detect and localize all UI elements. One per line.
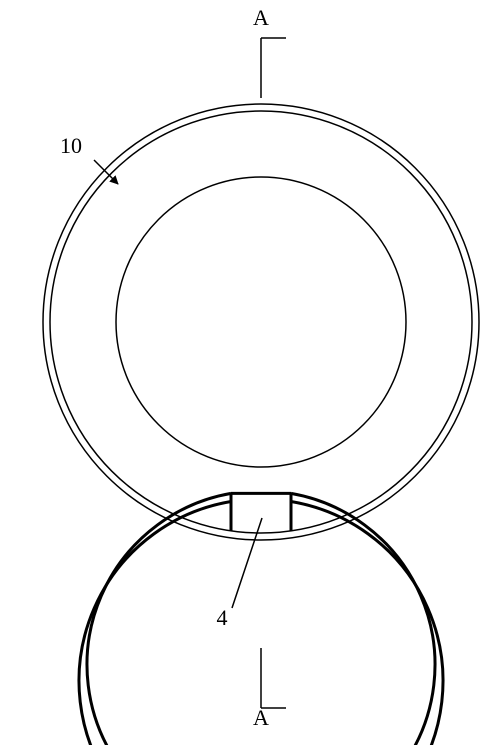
outer-ring-outer [43,104,479,540]
inner-circle [116,177,406,467]
callout-10-label: 10 [60,133,82,158]
callout-10-arrow [94,160,118,184]
section-mark-bottom-label: A [253,705,269,730]
section-mark-top-label: A [253,5,269,30]
callout-4-label: 4 [217,605,228,630]
ring-section-diagram: A A 10 4 [0,0,500,745]
outer-ring-inner [50,111,472,533]
